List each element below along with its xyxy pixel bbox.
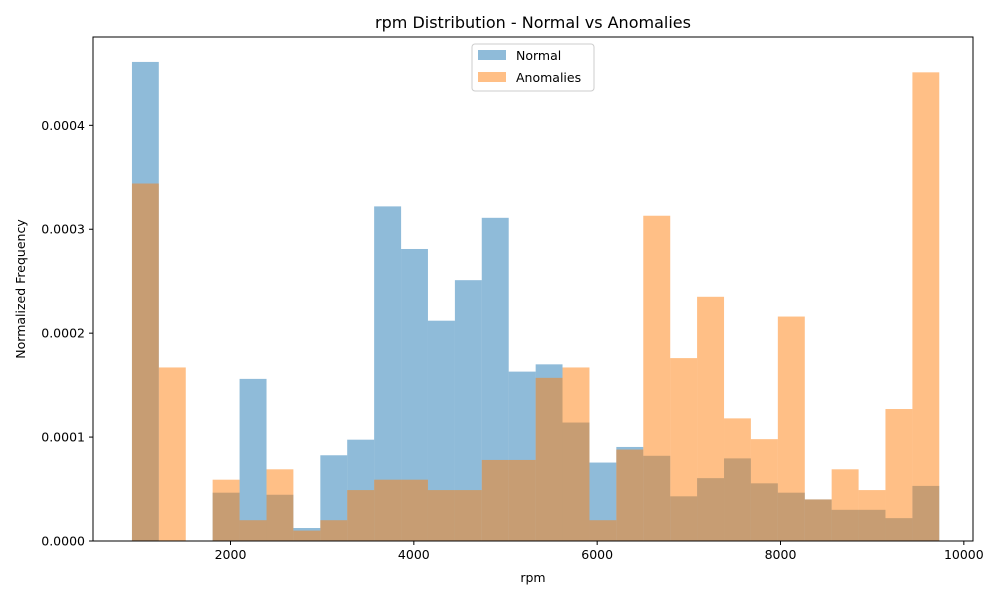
legend-swatch-anomalies xyxy=(478,72,506,82)
x-tick-label: 4000 xyxy=(398,547,430,562)
x-tick-label: 2000 xyxy=(215,547,247,562)
bar-anomalies-20 xyxy=(670,358,698,541)
bar-anomalies-8 xyxy=(347,490,375,541)
y-ticks: 0.0000 0.0001 0.0002 0.0003 0.0004 xyxy=(41,118,93,549)
bar-anomalies-9 xyxy=(374,479,402,541)
bar-anomalies-17 xyxy=(589,520,617,541)
y-tick-label: 0.0002 xyxy=(41,326,85,341)
legend: Normal Anomalies xyxy=(471,43,595,92)
y-tick-label: 0.0004 xyxy=(41,118,85,133)
bar-anomalies-12 xyxy=(454,490,482,541)
bar-anomalies-15 xyxy=(535,377,563,541)
x-ticks: 2000 4000 6000 8000 10000 xyxy=(215,541,984,562)
chart-title: rpm Distribution - Normal vs Anomalies xyxy=(375,13,691,32)
bar-anomalies-13 xyxy=(481,459,509,541)
bar-anomalies-25 xyxy=(804,499,832,541)
bar-anomalies-19 xyxy=(643,215,671,541)
bar-anomalies-28 xyxy=(885,409,913,541)
bar-anomalies-6 xyxy=(293,530,321,541)
y-tick-label: 0.0000 xyxy=(41,534,85,549)
y-tick-label: 0.0001 xyxy=(41,430,85,445)
y-axis-label: Normalized Frequency xyxy=(13,219,28,359)
legend-label-anomalies: Anomalies xyxy=(516,70,581,85)
x-tick-label: 6000 xyxy=(581,547,613,562)
bar-anomalies-16 xyxy=(562,367,590,541)
legend-swatch-normal xyxy=(478,50,506,60)
bar-anomalies-21 xyxy=(697,296,725,541)
bar-anomalies-14 xyxy=(508,459,536,541)
x-tick-label: 8000 xyxy=(765,547,797,562)
bar-anomalies-4 xyxy=(239,520,267,541)
bar-anomalies-11 xyxy=(427,490,455,541)
bar-anomalies-23 xyxy=(750,439,778,541)
bar-anomalies-22 xyxy=(724,418,751,541)
y-tick-label: 0.0003 xyxy=(41,222,85,237)
x-axis-label: rpm xyxy=(520,570,545,585)
bars-layer xyxy=(131,61,940,542)
bar-normal-4 xyxy=(239,378,267,541)
bar-anomalies-27 xyxy=(858,490,886,541)
bar-anomalies-3 xyxy=(212,479,240,541)
bar-anomalies-24 xyxy=(777,316,805,541)
plot-frame xyxy=(92,36,974,542)
bar-anomalies-18 xyxy=(616,449,644,541)
legend-label-normal: Normal xyxy=(516,48,561,63)
bar-anomalies-5 xyxy=(266,469,294,541)
bar-anomalies-26 xyxy=(831,469,859,541)
bar-anomalies-29 xyxy=(912,72,940,541)
bar-anomalies-7 xyxy=(320,520,348,541)
x-tick-label: 10000 xyxy=(944,547,984,562)
bar-anomalies-10 xyxy=(401,479,428,541)
bar-anomalies-0 xyxy=(131,183,159,541)
bar-anomalies-1 xyxy=(158,367,186,541)
